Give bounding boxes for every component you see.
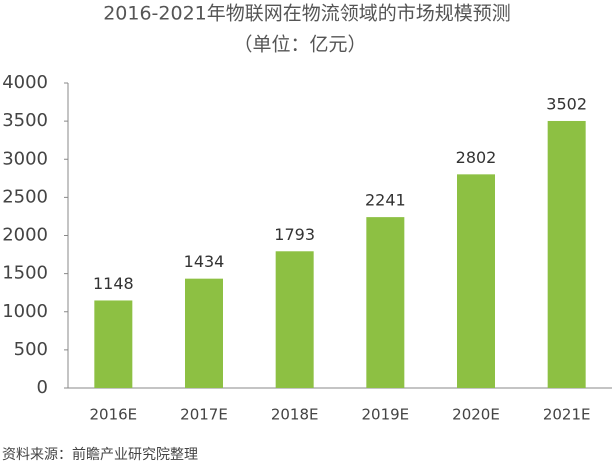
y-tick-label: 2500 xyxy=(2,186,48,207)
x-tick-label: 2021E xyxy=(543,406,591,424)
bar xyxy=(94,300,133,388)
x-tick-label: 2017E xyxy=(180,406,228,424)
chart-subtitle: （单位：亿元） xyxy=(233,34,366,56)
y-tick-label: 3000 xyxy=(2,148,48,169)
y-tick-label: 4000 xyxy=(2,72,48,93)
bar xyxy=(185,278,223,388)
y-tick-label: 1500 xyxy=(2,263,48,284)
y-tick-label: 500 xyxy=(14,339,48,360)
x-tick-label: 2020E xyxy=(452,406,500,424)
data-label: 2802 xyxy=(456,148,497,167)
bar xyxy=(547,120,586,388)
y-tick-label: 2000 xyxy=(2,225,48,246)
source-note: 资料来源：前瞻产业研究院整理 xyxy=(2,446,198,463)
data-label: 1148 xyxy=(93,274,134,293)
bar xyxy=(275,251,314,388)
y-tick-label: 0 xyxy=(37,377,48,398)
x-tick-label: 2016E xyxy=(90,406,138,424)
y-tick-label: 1000 xyxy=(2,301,48,322)
x-tick-label: 2018E xyxy=(271,406,319,424)
bar xyxy=(366,217,405,388)
y-tick-label: 3500 xyxy=(2,110,48,131)
bar xyxy=(457,174,495,388)
x-tick-label: 2019E xyxy=(362,406,410,424)
data-label: 2241 xyxy=(365,191,406,210)
data-label: 1434 xyxy=(184,252,225,271)
data-label: 1793 xyxy=(274,225,315,244)
data-label: 3502 xyxy=(546,94,587,113)
chart-title: 2016-2021年物联网在物流领域的市场规模预测 xyxy=(103,3,511,25)
